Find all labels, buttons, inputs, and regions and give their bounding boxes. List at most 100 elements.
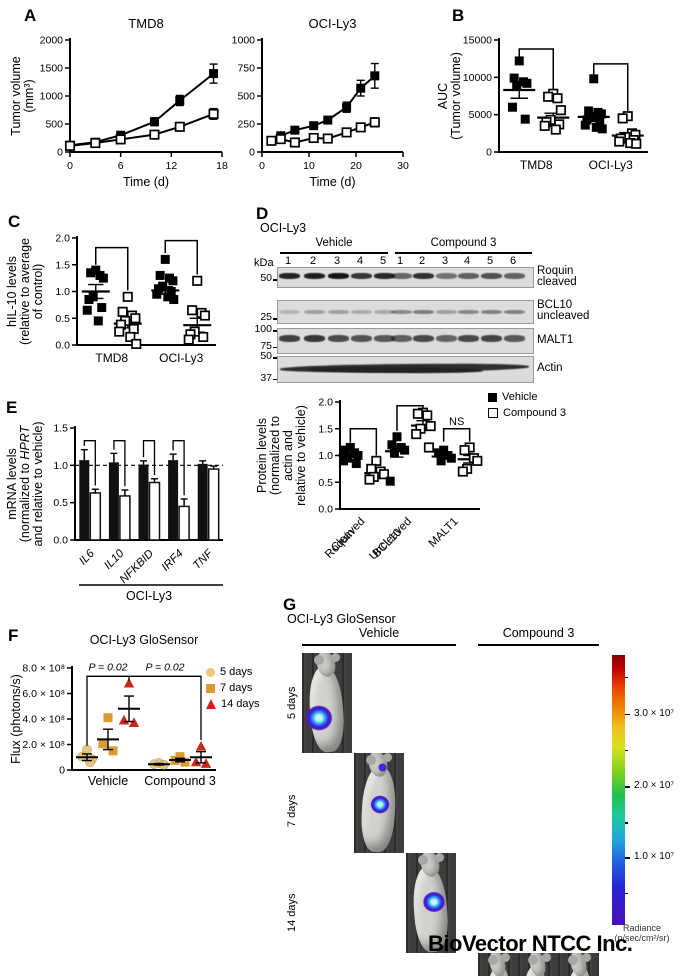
- compound-bar: [178, 505, 190, 541]
- vehicle-group-label: Vehicle: [315, 237, 353, 249]
- y-tick-label: 6.0 × 10⁸: [22, 688, 65, 700]
- triangle-marker-icon: [206, 699, 216, 709]
- protein-band: [458, 310, 479, 314]
- x-tick-label: 12: [165, 160, 177, 172]
- cell-line-label: OCI-Ly3: [126, 589, 172, 603]
- y-axis-label: actin and: [281, 430, 295, 481]
- filled-square-marker: [436, 456, 446, 466]
- panel-a-tmd8-chart: 0 500 1000 1500 2000 Tumor volume (mm³) 0 6 12 18 T…: [9, 16, 228, 189]
- filled-square-marker: [370, 71, 380, 81]
- vehicle-mouse-tile: [406, 853, 456, 953]
- legend-item-7-days: 7 days: [206, 682, 260, 694]
- y-axis-label: (normalized to HPRT: [18, 424, 32, 542]
- kda-tick: [273, 279, 277, 281]
- blot-label: MALT1: [537, 333, 574, 346]
- blot-malt1: [277, 328, 534, 354]
- mouse-image: [406, 853, 456, 953]
- open-square-marker: [183, 334, 194, 345]
- filled-square-marker: [514, 56, 524, 66]
- y-axis-label: hIL-10 levels: [5, 256, 19, 327]
- open-square-marker: [130, 313, 141, 324]
- panel-a-ocily3-chart: 0 250 500 750 1000 0 10 20 30 OCI-Ly3 Time (d): [232, 16, 409, 189]
- y-tick-label: 1.0: [55, 286, 70, 298]
- mouse-ear: [366, 755, 376, 765]
- y-tick-label: 0: [486, 147, 492, 159]
- square-marker-icon: [206, 683, 215, 693]
- panel-label-c: C: [8, 212, 21, 231]
- cell-line-label: OCI-Ly3: [260, 221, 307, 235]
- protein-band: [374, 272, 395, 279]
- filled-square-marker: [507, 102, 517, 112]
- filled-square-marker: [589, 74, 599, 84]
- open-square-marker: [355, 122, 366, 133]
- filled-square-marker: [82, 305, 92, 315]
- chart-title: OCI-Ly3 GloSensor: [90, 633, 199, 647]
- group-label: Compound 3: [144, 774, 216, 788]
- y-tick-label: 0.5: [318, 477, 333, 489]
- open-square-marker: [457, 466, 468, 477]
- y-tick-label: 500: [45, 119, 63, 131]
- chart-title: TMD8: [128, 16, 163, 31]
- p-value-label: P = 0.02: [145, 661, 184, 673]
- y-tick-label: 5000: [469, 109, 493, 121]
- panel-label-e: E: [6, 398, 18, 417]
- category-label: TNF: [191, 547, 216, 572]
- compound-bar: [207, 468, 220, 541]
- triangle-marker: [118, 714, 130, 725]
- y-tick-label: 250: [237, 119, 255, 131]
- protein-band: [351, 334, 372, 342]
- colorbar-tick-label: 1.0 × 10⁷: [634, 850, 675, 862]
- blot-label: uncleaved: [537, 310, 590, 322]
- protein-band: [391, 334, 412, 342]
- luminescence-blob: [368, 793, 392, 816]
- blot-label: Roquin: [537, 264, 574, 277]
- vehicle-bar: [138, 464, 149, 540]
- open-square-marker: [472, 455, 483, 466]
- luminescence-blob: [302, 702, 336, 734]
- y-axis-label: (mm³): [22, 79, 36, 112]
- open-square-marker: [149, 129, 160, 140]
- protein-band: [481, 272, 502, 279]
- filled-square-marker: [209, 69, 219, 79]
- filled-square-marker: [345, 442, 355, 452]
- category-label: OCI-Ly3: [589, 158, 634, 172]
- protein-band: [436, 334, 457, 342]
- p-value-label: P = 0.02: [88, 661, 127, 673]
- mouse-ear: [501, 953, 511, 962]
- filled-square-marker: [149, 117, 159, 127]
- filled-square-marker: [596, 109, 606, 119]
- protein-band: [504, 334, 525, 342]
- y-tick-label: 2.0: [55, 233, 70, 245]
- category-label: TMD8: [95, 351, 128, 365]
- protein-band: [328, 334, 349, 342]
- actin-band-2: [307, 366, 484, 374]
- filled-square-marker: [520, 114, 530, 124]
- y-tick-label: 1.5: [318, 423, 333, 435]
- filled-square-marker: [385, 476, 395, 486]
- luminescence-blob: [420, 889, 448, 915]
- open-square-marker: [128, 323, 139, 334]
- radiance-colorbar: 3.0 × 10⁷ 2.0 × 10⁷ 1.0 × 10⁷: [612, 655, 674, 925]
- filled-square-marker: [153, 284, 163, 294]
- group-label: Vehicle: [88, 774, 128, 788]
- colorbar-minor-tick: [625, 892, 628, 894]
- vehicle-mouse-tile: [354, 753, 404, 853]
- filled-square-marker: [400, 445, 410, 455]
- legend-vehicle-label: Vehicle: [502, 391, 538, 403]
- open-square-marker: [369, 117, 380, 128]
- open-square-marker: [174, 121, 185, 132]
- mouse-ear: [541, 953, 551, 962]
- mouse-ear: [331, 653, 340, 662]
- protein-band: [304, 334, 325, 342]
- significance-label: NS: [449, 416, 464, 428]
- y-axis-label: (Tumor volume): [449, 52, 463, 140]
- y-tick-label: 15000: [463, 35, 492, 47]
- protein-band: [504, 272, 525, 279]
- open-square-marker: [364, 474, 375, 485]
- luminescence-blob-small: [376, 761, 388, 773]
- y-tick-label: 750: [237, 63, 255, 75]
- open-square-marker: [411, 429, 422, 440]
- blot-label: Actin: [537, 362, 563, 374]
